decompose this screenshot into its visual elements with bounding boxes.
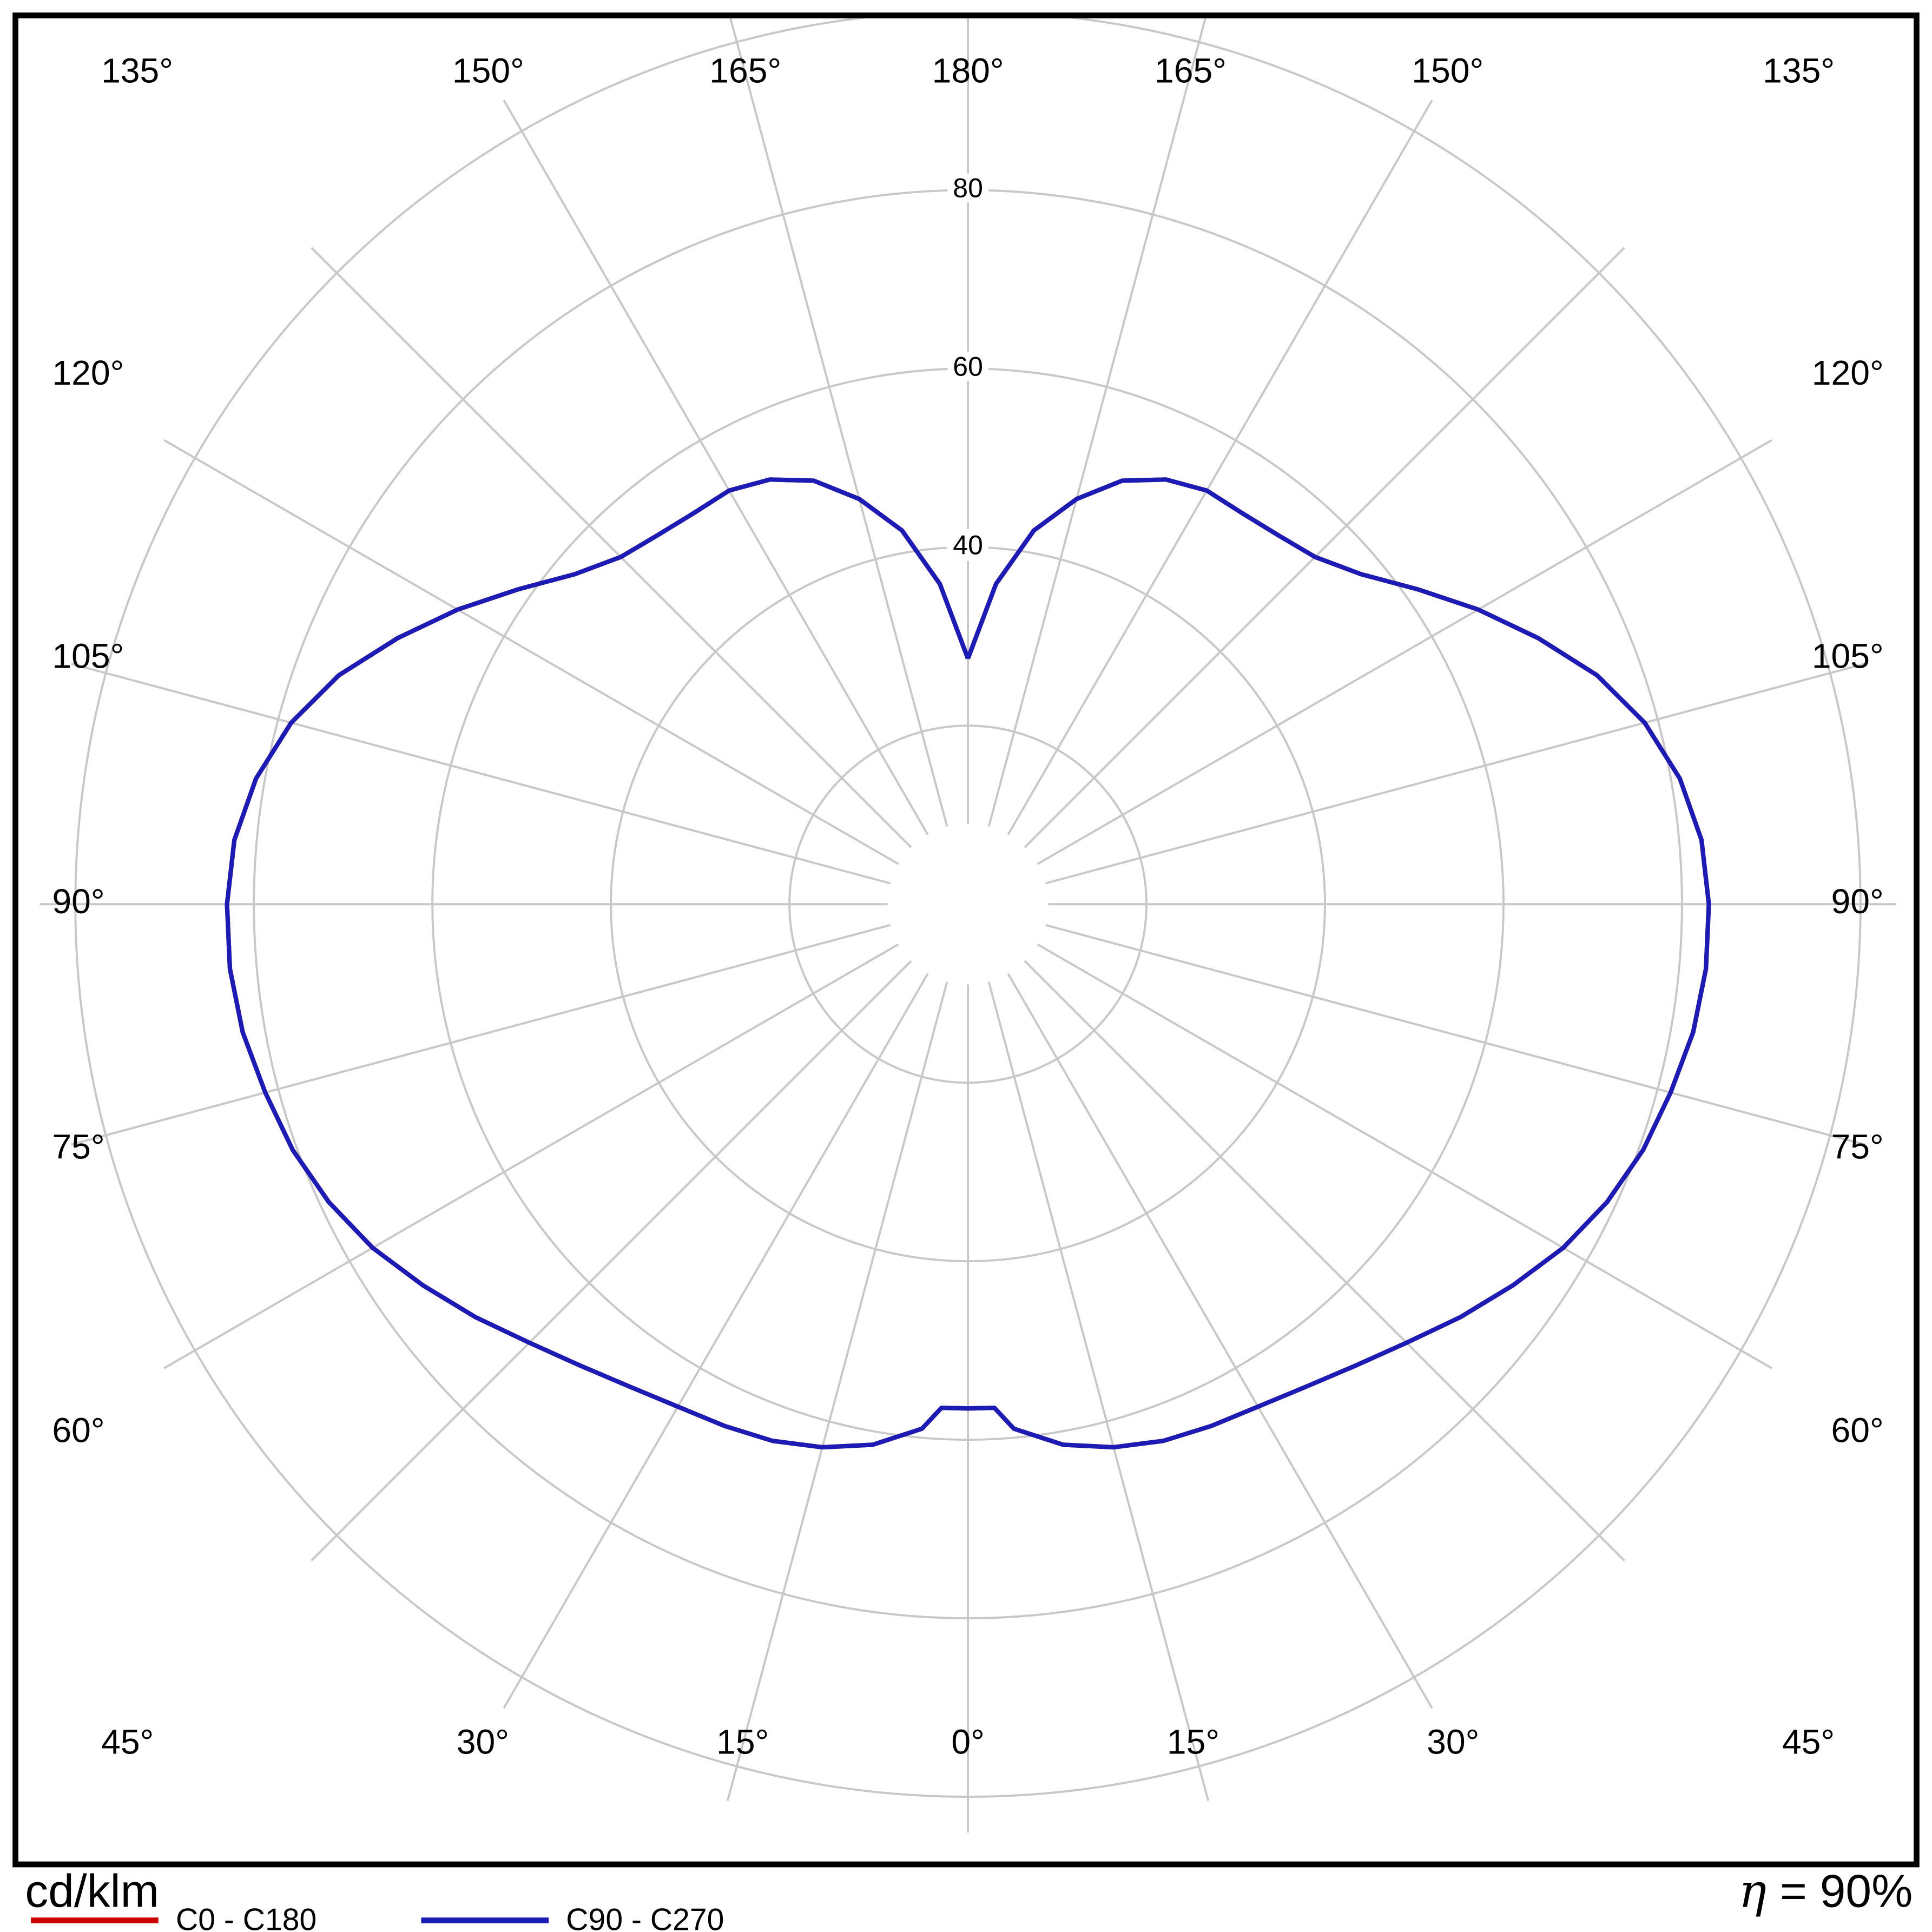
grid-spoke <box>503 973 929 1709</box>
angle-label: 105° <box>52 637 124 676</box>
units-label: cd/klm <box>25 1865 159 1917</box>
eta-symbol: η <box>1739 1864 1766 1918</box>
angle-label: 165° <box>709 51 781 90</box>
angle-label: 135° <box>1763 51 1835 90</box>
angle-label: 75° <box>52 1127 104 1166</box>
efficiency-label: η = 90% <box>1739 1864 1913 1918</box>
angle-label: 15° <box>716 1723 769 1762</box>
angle-label: 150° <box>1412 51 1483 90</box>
grid-spoke <box>1037 943 1772 1369</box>
angle-label: 60° <box>52 1411 104 1450</box>
grid-spoke <box>1024 247 1625 848</box>
angle-label: 105° <box>1812 637 1884 676</box>
angle-label: 0° <box>951 1723 984 1762</box>
angle-label: 60° <box>1831 1411 1884 1450</box>
grid-spoke <box>163 439 899 865</box>
radial-tick-labels: 40 60 80 <box>946 166 990 567</box>
radial-tick-label: 60 <box>953 352 983 382</box>
angle-label: 30° <box>1427 1723 1479 1762</box>
grid-spoke <box>71 663 891 885</box>
angle-label: 150° <box>452 51 524 90</box>
grid-spoke <box>1045 663 1865 885</box>
angle-label: 135° <box>101 51 173 90</box>
intensity-curve-c90-c270 <box>225 477 1711 1450</box>
grid-spoke <box>311 247 912 848</box>
grid-spoke <box>726 981 948 1802</box>
radial-tick-label: 40 <box>953 530 983 561</box>
angle-labels: 0° 15° 15° 30° 30° 45° 45° 60° 60° 75° 75° 90° 90° 10… <box>52 51 1883 1762</box>
angle-label: 30° <box>457 1723 509 1762</box>
angle-label: 45° <box>1782 1723 1835 1762</box>
legend-label-c0-c180: C0 - C180 <box>176 1902 316 1932</box>
angle-label: 165° <box>1155 51 1227 90</box>
grid-spoke <box>729 18 948 827</box>
angle-label: 45° <box>101 1723 154 1762</box>
grid-spoke <box>987 18 1206 827</box>
grid-spoke <box>1037 439 1772 865</box>
angle-label: 75° <box>1831 1127 1884 1166</box>
radial-tick-label: 80 <box>953 173 983 203</box>
grid-spoke <box>163 943 899 1369</box>
grid-spoke <box>503 100 929 835</box>
angle-label: 90° <box>1831 882 1884 921</box>
grid-spoke <box>71 924 891 1146</box>
grid-spoke <box>1007 100 1433 835</box>
grid-spoke <box>1024 960 1625 1562</box>
polar-grid <box>39 18 1896 1833</box>
grid-spoke <box>987 981 1210 1802</box>
angle-label: 120° <box>52 353 124 392</box>
angle-label: 90° <box>52 882 104 921</box>
angle-label: 15° <box>1167 1723 1219 1762</box>
intensity-curves <box>225 477 1711 1450</box>
angle-label: 120° <box>1812 353 1884 392</box>
grid-spoke <box>311 960 912 1562</box>
plot-frame <box>12 12 1920 1868</box>
eta-value: = 90% <box>1780 1865 1913 1917</box>
grid-spoke <box>1045 924 1865 1146</box>
grid-spoke <box>1007 973 1433 1709</box>
angle-label: 180° <box>932 51 1004 90</box>
legend-label-c90-c270: C90 - C270 <box>566 1902 724 1932</box>
